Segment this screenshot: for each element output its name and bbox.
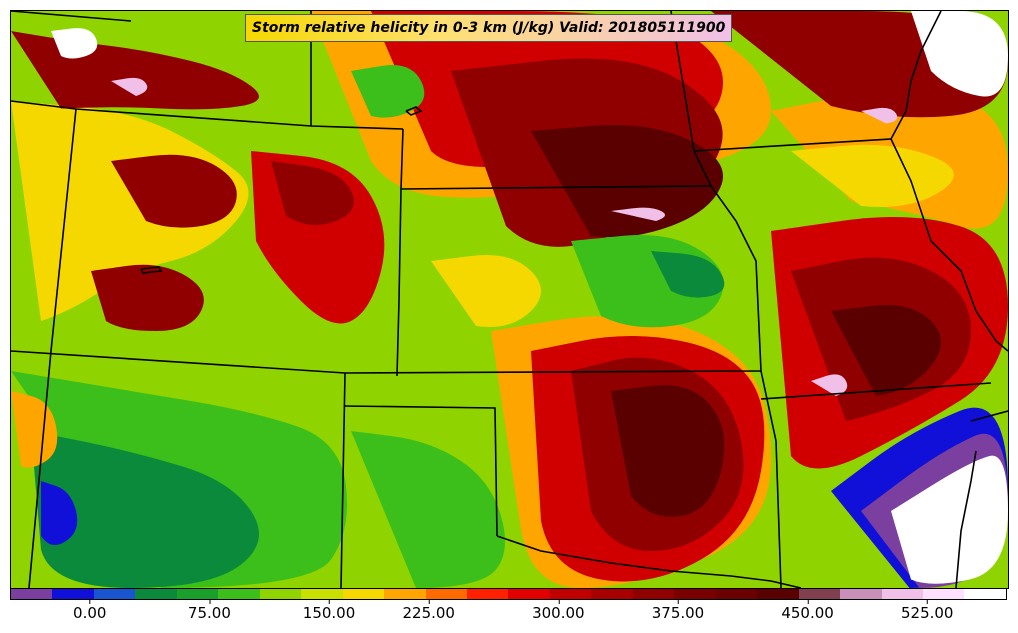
state-border-nm-tx: [11, 350, 346, 374]
colorbar-swatch: [840, 589, 882, 599]
colorbar-swatch: [632, 589, 675, 599]
lake-outline: [405, 106, 423, 116]
state-border-co-east: [396, 128, 404, 377]
state-border-mississippi: [890, 138, 1008, 352]
field-dkred-ut: [91, 264, 204, 331]
state-border-mn-wi: [890, 11, 942, 140]
colorbar-tick-label: 75.00: [188, 600, 231, 622]
state-border-ok-south: [496, 535, 802, 588]
field-dkgreen-sw: [31, 431, 259, 588]
field-maroon-north: [531, 125, 723, 238]
colorbar-swatch: [259, 589, 302, 599]
field-maroon-east: [831, 305, 941, 396]
state-border-mn-ia: [680, 70, 695, 152]
field-green-tx: [351, 431, 505, 588]
field-pink-east: [811, 374, 848, 396]
state-border-mt-north: [11, 11, 132, 22]
state-border-mo-ar: [760, 382, 992, 400]
lake-outline-2: [140, 266, 163, 274]
colorbar-swatch: [218, 589, 260, 599]
state-border-nm-east: [340, 372, 346, 588]
field-blue-sw: [41, 481, 78, 545]
field-pink-nw: [111, 77, 148, 96]
colorbar-swatch: [881, 589, 923, 599]
field-white-nw: [51, 28, 98, 59]
state-border-ms-east: [970, 410, 1008, 422]
colorbar-swatch: [757, 589, 799, 599]
colorbar-swatch: [549, 589, 592, 599]
colorbar-swatch: [466, 589, 509, 599]
state-border-ks-north: [400, 185, 712, 190]
colorbar-swatch: [11, 589, 53, 599]
colorbar-tick-label: 150.00: [303, 600, 355, 622]
colorbar-swatch: [922, 589, 965, 599]
state-border-wy-co: [11, 100, 404, 130]
colorbar-ticks: 0.00 75.00 150.00 225.00 300.00 375.00 450.00 5…: [10, 600, 1007, 630]
field-yellow-ks: [431, 255, 541, 327]
colorbar-swatch: [964, 589, 1006, 599]
state-border-ia-mo: [693, 150, 712, 187]
field-pink-north: [611, 207, 665, 221]
state-border-ut-co: [28, 108, 77, 588]
field-green-top: [351, 65, 425, 118]
state-border-ok-panhandle: [344, 405, 498, 537]
state-border-ne-ia: [693, 138, 892, 152]
helicity-map: [10, 10, 1009, 589]
colorbar-tick-label: 300.00: [532, 600, 585, 622]
colorbar-tick-label: 525.00: [901, 600, 953, 622]
field-yellow-ne: [791, 144, 954, 207]
field-dkred-co: [271, 161, 354, 225]
field-dkred-wy: [111, 154, 237, 228]
colorbar-tick-label: 375.00: [652, 600, 704, 622]
state-border-ks-south: [344, 370, 762, 374]
colorbar-swatch: [798, 589, 841, 599]
colorbar-swatch: [674, 589, 716, 599]
colorbar-tick-label: 225.00: [402, 600, 455, 622]
state-border-la: [955, 450, 977, 588]
field-white-se: [891, 455, 1008, 584]
colorbar-swatch: [135, 589, 177, 599]
colorbar-swatch: [342, 589, 385, 599]
colorbar-tick-label: 450.00: [781, 600, 834, 622]
colorbar-swatch: [591, 589, 633, 599]
colorbar-tick-label: 0.00: [73, 600, 106, 622]
field-maroon-central: [611, 385, 725, 517]
colorbar-swatch: [176, 589, 219, 599]
map-title: Storm relative helicity in 0-3 km (J/kg)…: [245, 14, 733, 42]
colorbar-swatch: [93, 589, 136, 599]
colorbar-swatch: [508, 589, 550, 599]
state-border-ks-mo: [710, 185, 782, 588]
colorbar-swatch: [52, 589, 94, 599]
colorbar-swatch: [384, 589, 426, 599]
colorbar-swatch: [425, 589, 467, 599]
colorbar: [10, 588, 1007, 600]
colorbar-swatch: [301, 589, 343, 599]
field-white-ne: [911, 11, 1008, 97]
colorbar-swatch: [715, 589, 758, 599]
field-pink-ne: [861, 107, 898, 124]
field-dkgreen-ks: [651, 251, 725, 298]
helicity-field: [11, 11, 1008, 588]
